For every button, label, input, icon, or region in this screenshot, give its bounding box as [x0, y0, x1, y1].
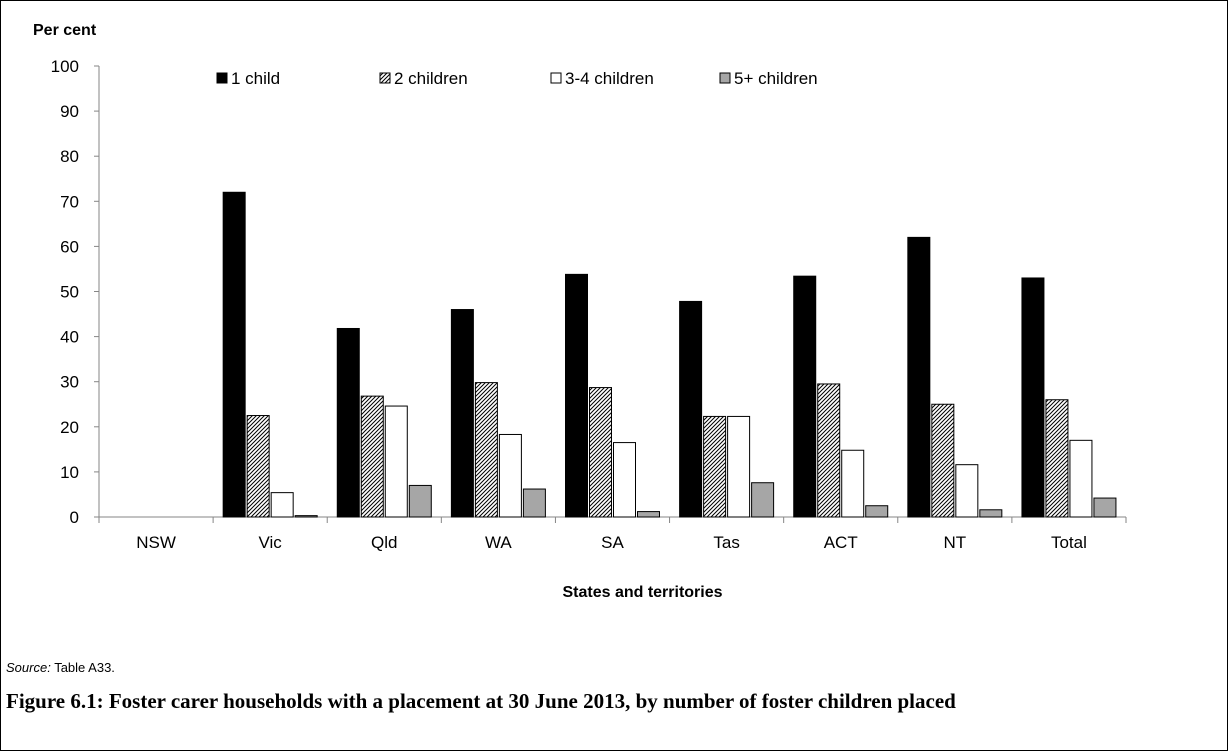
bar-5-children — [1093, 497, 1117, 518]
bar-2-children — [246, 415, 270, 518]
y-tick-label: 0 — [70, 508, 79, 527]
x-tick-label: ACT — [824, 533, 858, 552]
legend-swatch — [550, 72, 562, 84]
bar-2-children — [703, 415, 727, 518]
bar-1-child — [222, 191, 246, 518]
bar-1-child — [679, 300, 703, 518]
y-tick-label: 50 — [60, 283, 79, 302]
legend-swatch — [379, 72, 391, 84]
bar-3-4-children — [613, 442, 636, 518]
y-tick-label: 10 — [60, 463, 79, 482]
bar-1-child — [450, 309, 474, 518]
x-tick-label: Vic — [259, 533, 283, 552]
y-axis-label: Per cent — [33, 22, 97, 39]
bar-3-4-children — [384, 405, 408, 518]
bar-2-children — [1045, 399, 1069, 518]
y-tick-label: 60 — [60, 237, 79, 256]
bar-2-children — [817, 383, 841, 518]
x-axis-label: States and territories — [562, 584, 722, 601]
bar-3-4-children — [727, 415, 751, 518]
y-tick-label: 30 — [60, 373, 79, 392]
source-text: Table A33. — [50, 660, 115, 675]
y-tick-label: 80 — [60, 147, 79, 166]
x-tick-label: Tas — [713, 533, 739, 552]
bar-1-child — [1021, 277, 1045, 518]
y-tick-label: 70 — [60, 192, 79, 211]
legend-label: 2 children — [394, 69, 468, 88]
bar-5-children — [979, 509, 1003, 518]
bar-2-children — [360, 395, 384, 518]
bar-2-children — [931, 403, 955, 518]
x-tick-label: NT — [943, 533, 966, 552]
legend-swatch — [719, 72, 731, 84]
bar-5-children — [408, 484, 432, 518]
legend-label: 3-4 children — [565, 69, 654, 88]
y-tick-label: 20 — [60, 418, 79, 437]
legend-label: 5+ children — [734, 69, 818, 88]
bar-1-child — [336, 327, 360, 518]
bar-5-children — [522, 488, 546, 518]
bar-3-4-children — [1069, 439, 1093, 518]
source-label: Source: — [6, 660, 51, 675]
y-tick-label: 90 — [60, 102, 79, 121]
x-tick-label: Total — [1051, 533, 1087, 552]
bar-2-children — [474, 382, 498, 518]
bar-3-4-children — [270, 492, 294, 518]
x-tick-label: Qld — [371, 533, 397, 552]
bar-1-child — [565, 273, 588, 518]
y-tick-label: 100 — [51, 57, 79, 76]
bar-3-4-children — [498, 433, 522, 518]
bar-1-child — [793, 275, 817, 518]
x-tick-label: WA — [485, 533, 512, 552]
bar-3-4-children — [841, 449, 865, 518]
bar-chart: Per cent 0 10 20 30 40 50 60 70 80 90 100 NSW Vic Qld W… — [33, 22, 1127, 601]
bar-2-children — [589, 387, 612, 518]
x-tick-label: NSW — [136, 533, 176, 552]
y-tick-label: 40 — [60, 328, 79, 347]
legend-swatch — [216, 72, 228, 84]
x-tick-label: SA — [601, 533, 624, 552]
bar-5-children — [751, 482, 775, 518]
bar-3-4-children — [955, 464, 979, 518]
bar-5-children — [865, 505, 889, 518]
bar-1-child — [907, 236, 931, 518]
source-note: Source: Table A33. — [6, 660, 115, 675]
legend-label: 1 child — [231, 69, 280, 88]
figure-caption: Figure 6.1: Foster carer households with… — [6, 689, 956, 713]
bar-5-children — [294, 515, 318, 518]
bar-5-children — [637, 511, 660, 518]
